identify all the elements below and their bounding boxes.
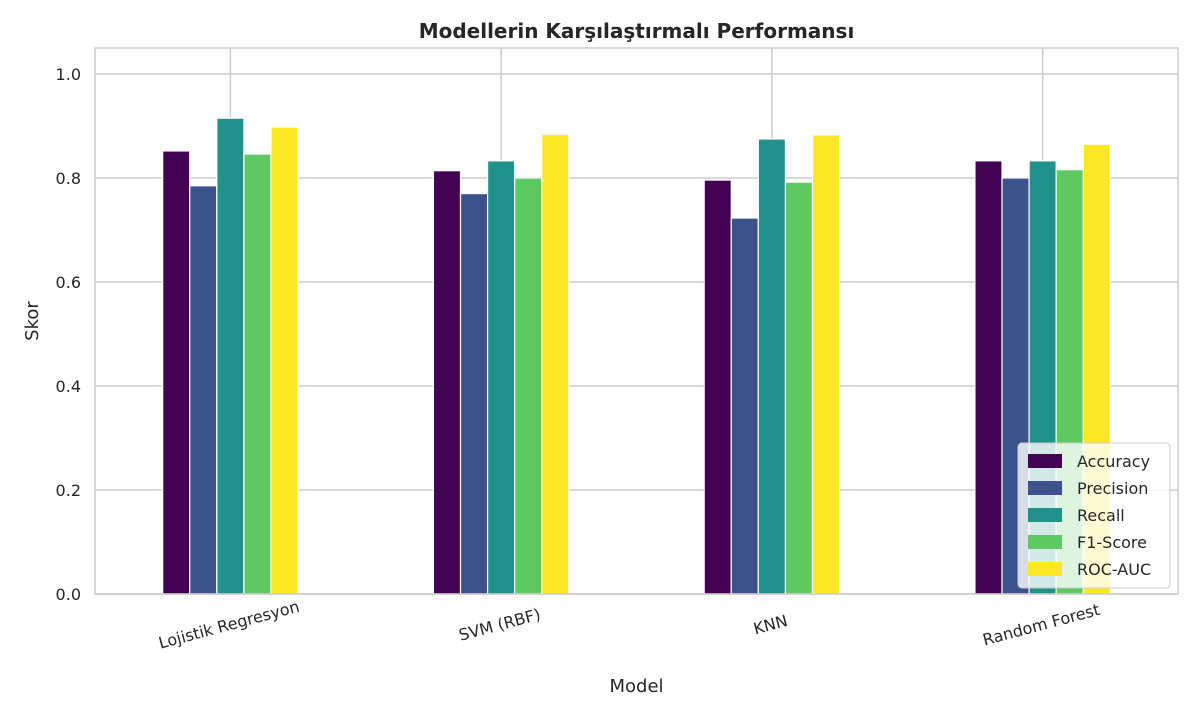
- x-axis-label: Model: [609, 676, 663, 697]
- y-tick-label: 0.4: [56, 377, 81, 396]
- legend-label: ROC-AUC: [1077, 560, 1151, 579]
- bar-recall-0: [216, 117, 245, 595]
- y-tick-label: 1.0: [56, 65, 81, 84]
- y-axis-label: Skor: [22, 301, 43, 341]
- y-tick-label: 0.8: [56, 169, 81, 188]
- legend-label: Accuracy: [1077, 452, 1150, 471]
- bar-f1-score-1: [514, 177, 543, 595]
- legend-swatch: [1028, 535, 1062, 549]
- bar-precision-0: [189, 185, 218, 595]
- y-tick-label: 0.2: [56, 481, 81, 500]
- bar-accuracy-2: [703, 179, 732, 595]
- plot-frame: [94, 47, 1179, 595]
- y-tick-label: 0.0: [56, 585, 81, 604]
- y-ticks: 0.0 0.2 0.4 0.6 0.8 1.0: [56, 65, 81, 604]
- bar-recall-2: [757, 138, 787, 595]
- y-tick-label: 0.6: [56, 273, 81, 292]
- bar-roc-auc-2: [811, 134, 841, 595]
- legend-label: F1-Score: [1077, 533, 1147, 552]
- bar-f1-score-0: [243, 153, 272, 595]
- bar-precision-1: [459, 193, 489, 595]
- legend: Accuracy Precision Recall F1-Score ROC-AUC: [1017, 442, 1171, 589]
- chart-title: Modellerin Karşılaştırmalı Performansı: [419, 19, 855, 43]
- legend-swatch: [1028, 562, 1062, 576]
- bar-accuracy-0: [162, 150, 191, 595]
- legend-box: [1017, 442, 1171, 589]
- legend-label: Recall: [1077, 506, 1125, 525]
- legend-swatch: [1028, 454, 1062, 468]
- bar-accuracy-1: [432, 170, 462, 595]
- bar-roc-auc-0: [270, 126, 299, 595]
- legend-swatch: [1028, 508, 1062, 522]
- bars: [162, 117, 1111, 595]
- bar-accuracy-3: [974, 160, 1003, 595]
- bar-recall-1: [486, 160, 516, 595]
- legend-label: Precision: [1077, 479, 1148, 498]
- bar-precision-2: [730, 217, 759, 595]
- bar-f1-score-2: [784, 181, 814, 595]
- bar-roc-auc-1: [541, 133, 570, 595]
- legend-swatch: [1028, 481, 1062, 495]
